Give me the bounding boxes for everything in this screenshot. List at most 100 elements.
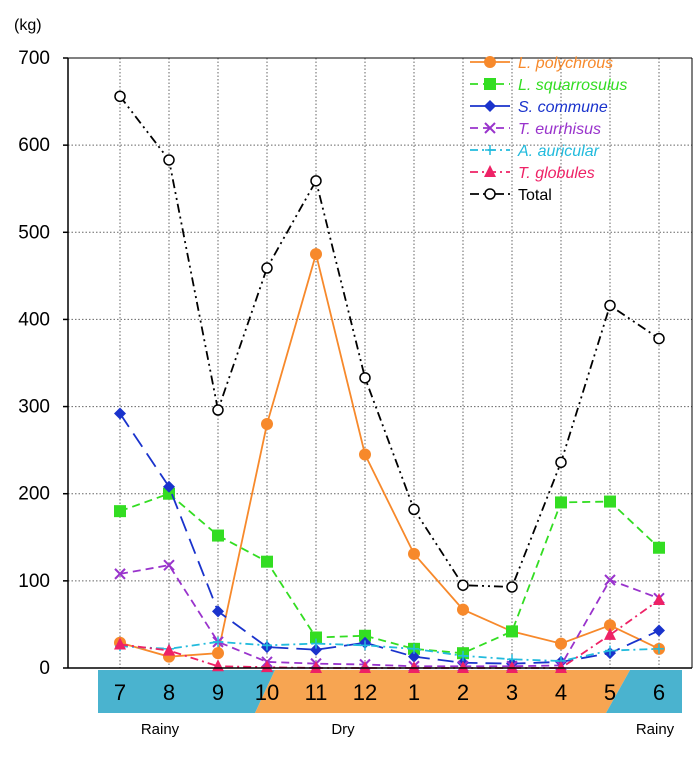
legend-label: A. auricular bbox=[517, 143, 600, 160]
legend-marker bbox=[484, 56, 496, 68]
data-point bbox=[506, 581, 518, 593]
y-tick-label: 400 bbox=[18, 309, 50, 330]
y-tick-label: 500 bbox=[18, 222, 50, 243]
x-tick-label: 7 bbox=[114, 680, 126, 705]
data-point bbox=[653, 332, 665, 345]
data-point bbox=[212, 404, 224, 416]
x-tick-label: 9 bbox=[212, 680, 224, 705]
x-tick-label: 2 bbox=[457, 680, 469, 705]
series-line bbox=[119, 95, 660, 588]
data-point bbox=[311, 638, 321, 649]
data-point bbox=[408, 547, 420, 560]
season-dry bbox=[255, 670, 630, 713]
legend-marker bbox=[485, 145, 495, 155]
legend-entry: A. auricular bbox=[470, 143, 600, 160]
series-line bbox=[119, 640, 660, 662]
data-point bbox=[163, 643, 175, 656]
data-point bbox=[114, 505, 126, 518]
legend-marker bbox=[484, 100, 496, 112]
data-point bbox=[409, 643, 419, 654]
data-point bbox=[114, 637, 126, 650]
x-tick-label: 11 bbox=[305, 680, 328, 705]
y-axis-unit: (kg) bbox=[14, 17, 42, 34]
y-tick-label: 200 bbox=[18, 484, 50, 505]
series-total bbox=[114, 90, 665, 593]
series-l-squarrosulus bbox=[114, 487, 665, 660]
data-point bbox=[555, 637, 567, 650]
data-point bbox=[457, 579, 469, 591]
y-tick-label: 300 bbox=[18, 397, 50, 418]
data-point bbox=[555, 456, 567, 469]
data-point bbox=[261, 660, 273, 673]
legend-marker bbox=[484, 188, 496, 200]
data-point bbox=[310, 175, 322, 187]
data-point bbox=[360, 640, 370, 651]
legend-entry: S. commune bbox=[470, 99, 608, 116]
data-point bbox=[653, 624, 665, 637]
data-point bbox=[457, 661, 469, 673]
axes: 0 100 200 300 400 500 600 700 bbox=[18, 48, 693, 679]
series-s-commune bbox=[114, 407, 665, 670]
data-point bbox=[310, 248, 322, 261]
data-point bbox=[604, 619, 616, 632]
legend-marker bbox=[484, 165, 496, 177]
data-point bbox=[163, 154, 175, 166]
data-point bbox=[458, 650, 468, 661]
legend-label: S. commune bbox=[518, 99, 608, 116]
legend-label: L. polychrous bbox=[518, 55, 613, 72]
legend-label: T. eurrhisus bbox=[518, 121, 601, 138]
season-label: Dry bbox=[331, 721, 355, 738]
x-tick-label: 3 bbox=[506, 680, 518, 705]
series-lines bbox=[114, 90, 665, 673]
data-point bbox=[408, 661, 420, 673]
data-point bbox=[653, 541, 665, 554]
data-point bbox=[604, 495, 616, 508]
data-point bbox=[604, 299, 616, 312]
data-point bbox=[359, 629, 371, 642]
data-point bbox=[163, 480, 175, 493]
data-point bbox=[212, 647, 224, 660]
data-point bbox=[310, 661, 322, 673]
data-point bbox=[359, 448, 371, 461]
series-t-globules bbox=[114, 593, 665, 673]
x-tick-label: 6 bbox=[653, 680, 665, 705]
data-point bbox=[261, 262, 273, 274]
legend-label: T. globules bbox=[518, 165, 595, 182]
data-point bbox=[262, 640, 272, 651]
y-tick-label: 100 bbox=[18, 571, 50, 592]
y-tick-label: 0 bbox=[39, 658, 50, 679]
data-point bbox=[359, 661, 371, 673]
data-point bbox=[310, 643, 322, 656]
data-point bbox=[604, 574, 616, 586]
legend-entry: T. eurrhisus bbox=[470, 121, 601, 138]
data-point bbox=[261, 555, 273, 568]
legend-marker bbox=[484, 122, 496, 134]
data-point bbox=[605, 645, 615, 656]
data-point bbox=[408, 650, 420, 663]
data-point bbox=[408, 503, 420, 516]
data-point bbox=[359, 372, 371, 384]
x-tick-label: 10 bbox=[255, 680, 279, 705]
series-line bbox=[119, 413, 660, 665]
season-label: Rainy bbox=[141, 721, 180, 738]
data-point bbox=[114, 568, 126, 580]
data-point bbox=[213, 636, 223, 647]
legend: L. polychrous L. squarrosulus S. commune T.… bbox=[470, 55, 627, 204]
marker-stroke bbox=[604, 574, 616, 586]
legend-label: L. squarrosulus bbox=[518, 77, 627, 94]
series-line bbox=[119, 564, 660, 668]
legend-label: Total bbox=[518, 187, 552, 204]
x-tick-label: 4 bbox=[555, 680, 567, 705]
marker-stroke bbox=[114, 568, 126, 580]
season-rainy-2 bbox=[606, 670, 682, 713]
x-tick-label: 1 bbox=[408, 680, 420, 705]
legend-entry: Total bbox=[470, 187, 552, 204]
marker-stroke bbox=[484, 122, 496, 134]
data-point bbox=[114, 407, 126, 420]
legend-entry: L. squarrosulus bbox=[470, 77, 627, 94]
data-point bbox=[654, 643, 664, 654]
data-point bbox=[506, 625, 518, 638]
data-point bbox=[212, 529, 224, 542]
legend-entry: L. polychrous bbox=[470, 55, 613, 72]
